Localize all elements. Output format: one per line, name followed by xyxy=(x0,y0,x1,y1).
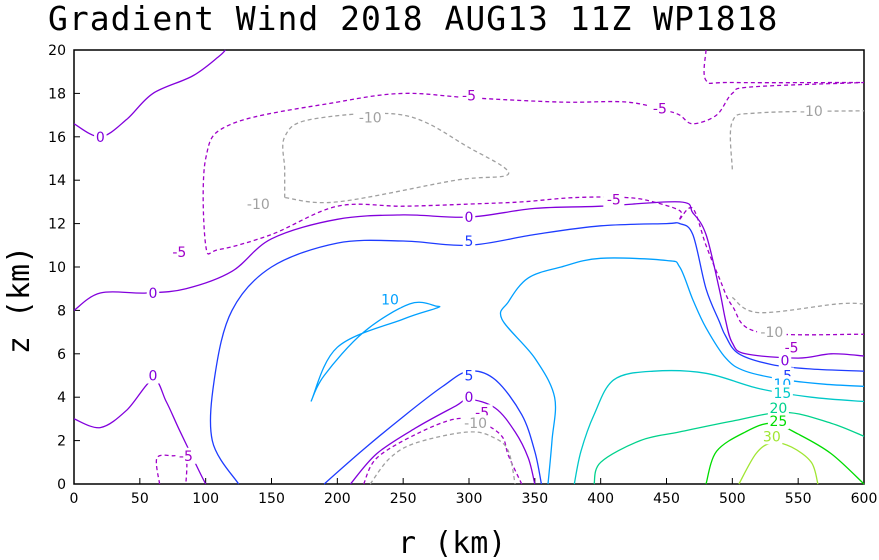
contour-label: 20 xyxy=(770,401,788,417)
contour-label-bg xyxy=(767,400,789,417)
contour-label-bg xyxy=(771,384,793,401)
contour-line-level-0 xyxy=(73,49,226,138)
contour-label-bg xyxy=(462,209,476,226)
x-tick-label: 450 xyxy=(653,491,680,507)
contour-label-bg xyxy=(796,102,827,119)
x-tick-label: 400 xyxy=(587,491,614,507)
contour-line-level-10 xyxy=(310,301,441,402)
contour-label-bg xyxy=(355,109,385,126)
contour-label: 5 xyxy=(465,234,474,250)
contour-line-level-neg5 xyxy=(363,417,523,485)
y-tick-label: 16 xyxy=(48,130,66,146)
contour-line-level-15 xyxy=(573,369,865,485)
y-tick-label: 6 xyxy=(57,347,66,363)
contour-line-level-20 xyxy=(593,411,865,485)
x-tick-label: 50 xyxy=(131,491,149,507)
contour-label: -10 xyxy=(464,416,487,432)
contour-label: -5 xyxy=(653,102,667,118)
y-tick-label: 12 xyxy=(48,217,66,233)
x-tick-label: 300 xyxy=(456,491,483,507)
contour-label-bg xyxy=(462,232,476,249)
y-tick-label: 18 xyxy=(48,86,66,102)
contour-label: -5 xyxy=(179,449,193,465)
contour-label-bg xyxy=(458,87,480,104)
contour-label: 0 xyxy=(96,130,105,146)
y-tick-label: 4 xyxy=(57,390,66,406)
contour-label: 10 xyxy=(381,293,399,309)
contour-label-bg xyxy=(603,191,625,208)
contour-label-bg xyxy=(94,128,107,145)
contour-label-bg xyxy=(168,243,190,260)
contour-label-bg xyxy=(460,415,491,432)
contour-label-bg xyxy=(462,367,476,384)
contour-label: 25 xyxy=(770,414,788,430)
contour-label: 0 xyxy=(465,390,474,406)
x-tick-label: 500 xyxy=(719,491,746,507)
contour-line-level-neg5 xyxy=(679,206,865,336)
contour-label-bg xyxy=(767,413,789,430)
contour-label-bg xyxy=(757,324,787,341)
axis-ticks: 0 50 100 150 200 250 300 350 400 450 500 550 6000246… xyxy=(48,43,877,507)
x-tick-label: 200 xyxy=(324,491,351,507)
y-tick-label: 8 xyxy=(57,303,66,319)
contour-label: -10 xyxy=(247,197,270,213)
contour-line-level-neg10 xyxy=(731,296,865,314)
contour-label: 0 xyxy=(781,353,790,369)
contour-label-bg xyxy=(175,447,197,464)
contour-line-level-neg10 xyxy=(369,431,516,485)
x-tick-label: 150 xyxy=(258,491,285,507)
x-tick-label: 250 xyxy=(390,491,417,507)
x-tick-label: 0 xyxy=(70,491,79,507)
contour-label-bg xyxy=(146,367,160,384)
contour-label-bg xyxy=(243,196,274,213)
y-tick-label: 20 xyxy=(48,43,66,59)
contour-label-bg xyxy=(649,100,671,117)
contour-line-level-5 xyxy=(323,370,543,485)
contour-label-bg xyxy=(146,285,160,302)
contour-label: -10 xyxy=(359,110,382,126)
contour-label: 5 xyxy=(465,369,474,385)
contour-labels: 0-5-5-10-10-10-5-505010-10-505050-5-10-5… xyxy=(94,87,827,465)
contour-label: -5 xyxy=(172,245,186,261)
contour-line-level-neg5 xyxy=(202,81,865,255)
contour-label-bg xyxy=(781,339,803,356)
contour-line-level-neg10 xyxy=(282,112,510,204)
contour-label: 0 xyxy=(149,286,158,302)
contour-label: -5 xyxy=(785,340,799,356)
y-tick-label: 2 xyxy=(57,434,66,450)
contour-line-level-25 xyxy=(705,422,865,485)
contour-label: 0 xyxy=(149,369,158,385)
contour-label-bg xyxy=(761,428,783,445)
chart-title: Gradient Wind 2018 AUG13 11Z WP1818 xyxy=(48,0,778,38)
contour-label-bg xyxy=(462,389,476,406)
contour-line-level-0 xyxy=(73,379,207,485)
contour-label: 15 xyxy=(773,386,791,402)
contour-line-level-10 xyxy=(499,257,865,485)
contour-line-level-neg5 xyxy=(155,454,188,485)
y-tick-label: 14 xyxy=(48,173,66,189)
contour-label-bg xyxy=(379,291,401,308)
contour-line-level-30 xyxy=(738,441,819,485)
x-axis-label: r (km) xyxy=(398,526,506,560)
contour-label: -5 xyxy=(607,193,621,209)
contour-line-level-neg5 xyxy=(703,49,865,85)
x-tick-label: 550 xyxy=(785,491,812,507)
contour-label: 30 xyxy=(763,429,781,445)
contour-label: -5 xyxy=(462,89,476,105)
contour-label: -10 xyxy=(760,325,783,341)
contour-line-level-0 xyxy=(73,201,865,359)
y-tick-label: 0 xyxy=(57,477,66,493)
x-tick-label: 100 xyxy=(192,491,219,507)
x-tick-label: 600 xyxy=(851,491,878,507)
x-tick-label: 350 xyxy=(521,491,548,507)
y-axis-label: z (km) xyxy=(2,246,37,354)
contour-line-level-neg10 xyxy=(729,110,865,170)
contour-label: -10 xyxy=(800,104,823,120)
contour-label-bg xyxy=(778,352,792,369)
y-tick-label: 10 xyxy=(48,260,66,276)
contour-label: 0 xyxy=(465,210,474,226)
contour-line-level-5 xyxy=(209,222,865,485)
